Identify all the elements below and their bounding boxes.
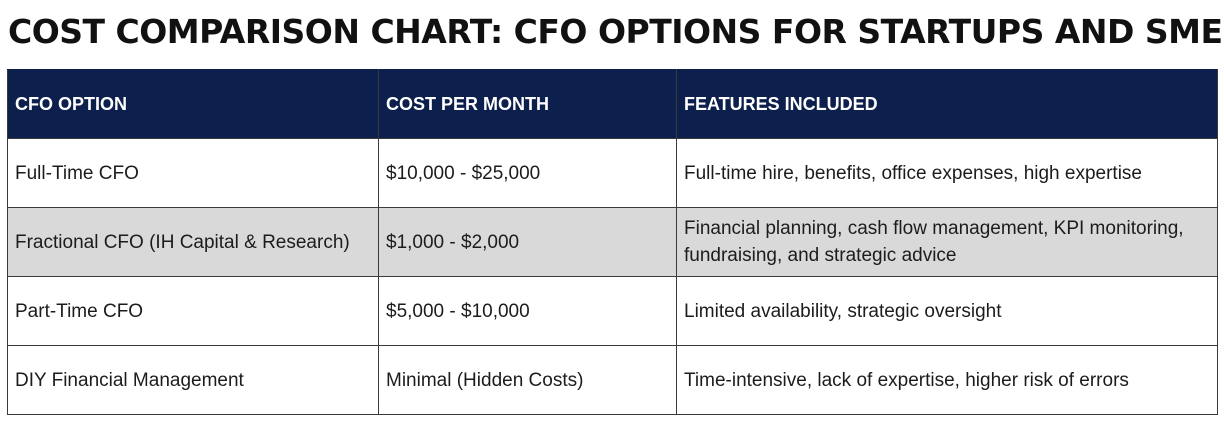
table-header-row: CFO OPTION COST PER MONTH FEATURES INCLU…: [7, 69, 1218, 139]
column-header-cfo-option: CFO OPTION: [7, 69, 379, 139]
cell-cost-per-month: $10,000 - $25,000: [378, 138, 677, 208]
cell-cost-per-month: $1,000 - $2,000: [378, 207, 677, 277]
cell-features-included: Financial planning, cash flow management…: [676, 207, 1218, 277]
comparison-table: CFO OPTION COST PER MONTH FEATURES INCLU…: [7, 69, 1218, 415]
cell-cfo-option: Part-Time CFO: [7, 276, 379, 346]
cell-cfo-option: DIY Financial Management: [7, 345, 379, 415]
table-row: DIY Financial Management Minimal (Hidden…: [7, 345, 1218, 415]
table-row: Fractional CFO (IH Capital & Research) $…: [7, 207, 1218, 277]
table-row: Part-Time CFO $5,000 - $10,000 Limited a…: [7, 276, 1218, 346]
column-header-features-included: FEATURES INCLUDED: [676, 69, 1218, 139]
page-title: COST COMPARISON CHART: CFO OPTIONS FOR S…: [8, 12, 1224, 51]
cell-cost-per-month: Minimal (Hidden Costs): [378, 345, 677, 415]
column-header-cost-per-month: COST PER MONTH: [378, 69, 677, 139]
table-row: Full-Time CFO $10,000 - $25,000 Full-tim…: [7, 138, 1218, 208]
cell-cfo-option: Fractional CFO (IH Capital & Research): [7, 207, 379, 277]
cell-cost-per-month: $5,000 - $10,000: [378, 276, 677, 346]
cell-features-included: Full-time hire, benefits, office expense…: [676, 138, 1218, 208]
cell-features-included: Limited availability, strategic oversigh…: [676, 276, 1218, 346]
cell-features-included: Time-intensive, lack of expertise, highe…: [676, 345, 1218, 415]
cell-cfo-option: Full-Time CFO: [7, 138, 379, 208]
